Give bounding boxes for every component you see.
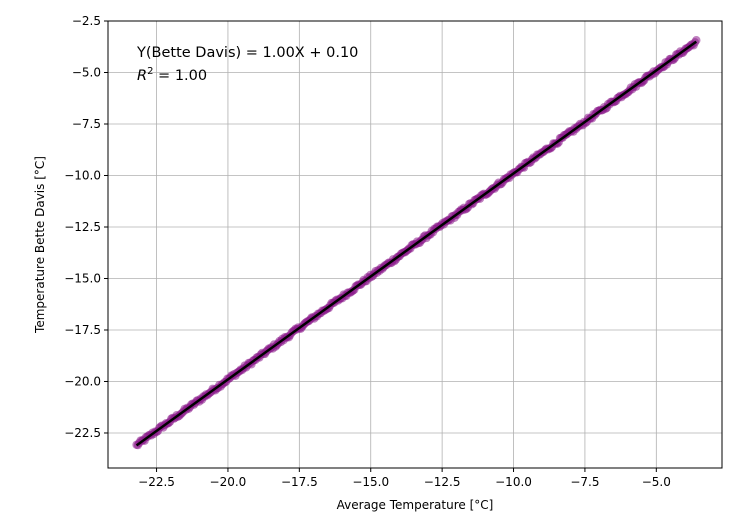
y-tick-label: −7.5 [72,117,101,131]
x-tick-label: −17.5 [281,475,318,489]
x-tick-label: −5.0 [642,475,671,489]
y-tick-label: −12.5 [64,220,101,234]
y-axis-ticks: −22.5 −20.0 −17.5 −15.0 −12.5 −10.0 −7.5 −5.0 −2… [64,14,108,440]
y-tick-label: −17.5 [64,323,101,337]
y-tick-label: −20.0 [64,374,101,388]
r-squared-value: = 1.00 [153,68,207,84]
r-squared-symbol: R [137,68,147,84]
fit-line [135,40,698,447]
r-squared-annotation: R2 = 1.00 [137,66,207,84]
y-tick-label: −10.0 [64,168,101,182]
y-tick-label: −22.5 [64,426,101,440]
grid [108,20,722,468]
y-tick-label: −15.0 [64,271,101,285]
x-tick-label: −22.5 [138,475,175,489]
plot-area-frame [107,20,723,469]
y-axis-label: Temperature Bette Davis [°C] [33,156,47,334]
y-tick-label: −5.0 [72,65,101,79]
x-tick-label: −15.0 [352,475,389,489]
x-axis-ticks: −22.5 −20.0 −17.5 −15.0 −12.5 −10.0 −7.5 −5.0 [138,468,671,489]
r-squared-superscript: 2 [147,66,153,77]
x-tick-label: −10.0 [495,475,532,489]
x-tick-label: −7.5 [570,475,599,489]
y-tick-label: −2.5 [72,14,101,28]
regression-equation-annotation: Y(Bette Davis) = 1.00X + 0.10 [136,45,358,61]
x-tick-label: −12.5 [424,475,461,489]
x-axis-label: Average Temperature [°C] [337,498,494,512]
x-tick-label: −20.0 [210,475,247,489]
